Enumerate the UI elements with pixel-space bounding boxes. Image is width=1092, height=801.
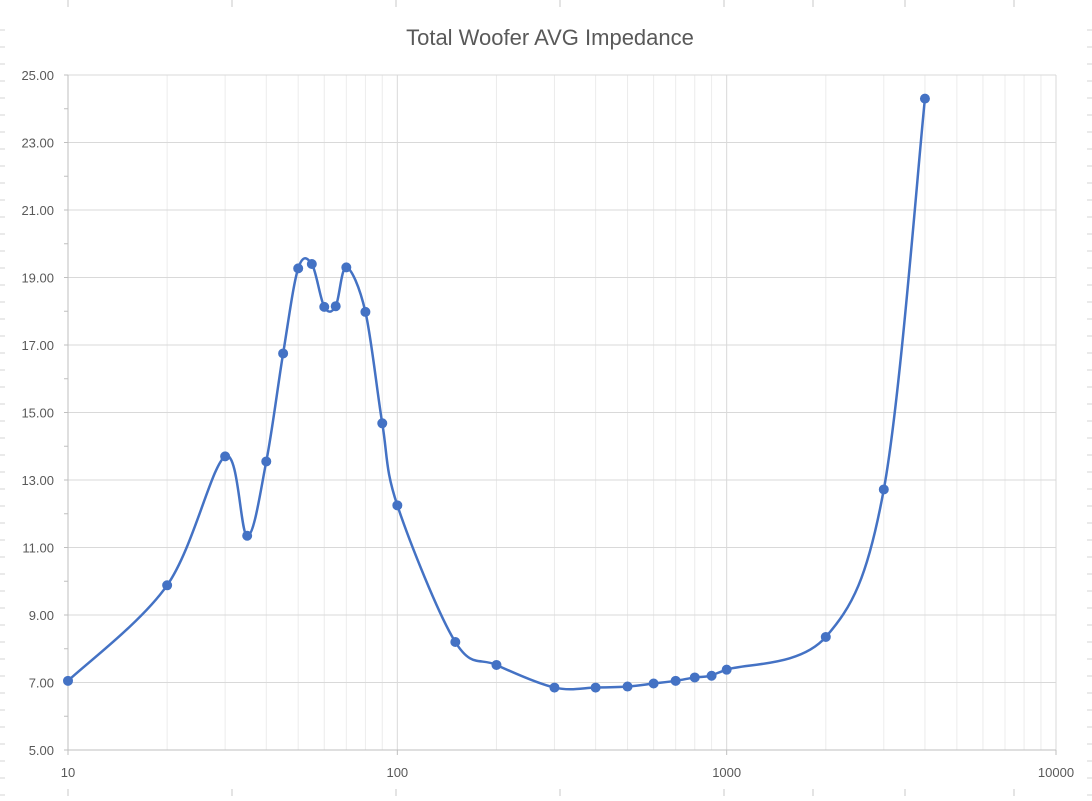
data-point-marker: [220, 451, 231, 462]
data-point-marker: [721, 664, 732, 675]
y-tick-label: 15.00: [21, 406, 54, 421]
data-point-marker: [590, 682, 601, 693]
data-point-marker: [360, 306, 371, 317]
data-point-marker: [878, 484, 889, 495]
data-point-marker: [162, 580, 173, 591]
data-point-marker: [319, 301, 330, 312]
data-point-marker: [341, 262, 352, 273]
y-tick-label: 17.00: [21, 338, 54, 353]
data-point-marker: [293, 263, 304, 274]
data-point-marker: [450, 637, 461, 647]
y-tick-label: 23.00: [21, 136, 54, 151]
x-tick-label: 10: [61, 765, 75, 780]
x-tick-label: 100: [386, 765, 408, 780]
data-point-marker: [670, 675, 681, 686]
major-gridlines: [67, 74, 1057, 751]
data-point-marker: [63, 675, 73, 686]
x-axis-tick-labels: 10 100 1000 10000: [61, 765, 1074, 780]
y-tick-label: 19.00: [21, 271, 54, 286]
y-tick-label: 11.00: [22, 541, 54, 556]
data-point-marker: [392, 500, 403, 511]
y-axis-tick-labels: 5.00 7.00 9.00 11.00 13.00 15.00 17.00 19.00 21.…: [21, 68, 54, 758]
x-tick-label: 10000: [1038, 765, 1074, 780]
y-tick-label: 5.00: [29, 743, 54, 758]
data-point-marker: [278, 348, 289, 359]
data-point-marker: [491, 659, 502, 670]
data-point-marker: [330, 301, 341, 312]
y-tick-label: 9.00: [29, 608, 54, 623]
data-point-marker: [306, 259, 317, 269]
chart-title: Total Woofer AVG Impedance: [406, 25, 694, 50]
y-tick-label: 7.00: [29, 676, 54, 691]
y-tick-label: 21.00: [21, 203, 54, 218]
axes: [64, 74, 1057, 755]
y-tick-label: 13.00: [21, 473, 54, 488]
data-point-marker: [261, 456, 272, 467]
data-point-marker: [377, 418, 388, 429]
x-tick-label: 1000: [712, 765, 741, 780]
data-point-marker: [242, 530, 253, 541]
data-point-marker: [820, 631, 831, 642]
data-point-marker: [919, 93, 930, 104]
data-point-marker: [706, 670, 717, 681]
data-point-marker: [622, 681, 633, 692]
data-point-marker: [648, 678, 659, 689]
data-point-marker: [549, 682, 560, 693]
y-tick-label: 25.00: [21, 68, 54, 83]
series-markers: [63, 93, 930, 693]
data-point-marker: [689, 672, 700, 683]
